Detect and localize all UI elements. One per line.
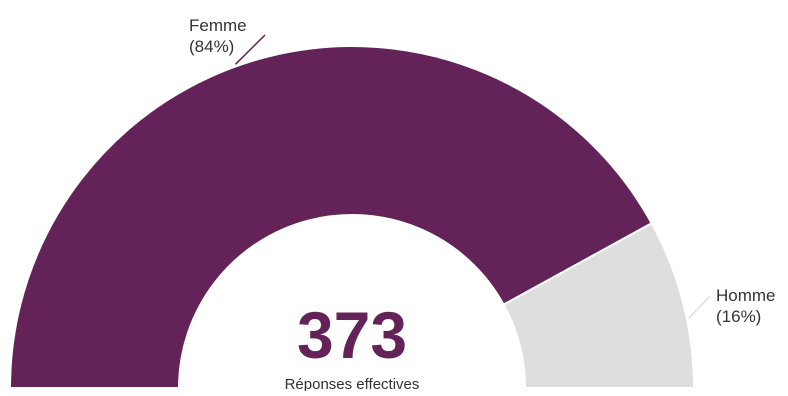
slice-femme[interactable] [8,45,654,389]
slice-value-femme: (84%) [189,37,234,56]
leader-line-homme [688,295,711,319]
slice-value-homme: (16%) [716,307,761,326]
center-total-value: 373 [297,298,407,372]
leader-line-femme [234,34,266,65]
slice-label-homme: Homme [716,286,776,305]
slices-group [8,45,696,389]
slice-labels-group: Femme (84%) Homme (16%) [189,16,776,326]
slice-homme[interactable] [502,221,696,389]
leader-lines-group [234,34,711,319]
center-total-label: Réponses effectives [285,376,420,391]
slice-label-femme: Femme [189,16,247,35]
